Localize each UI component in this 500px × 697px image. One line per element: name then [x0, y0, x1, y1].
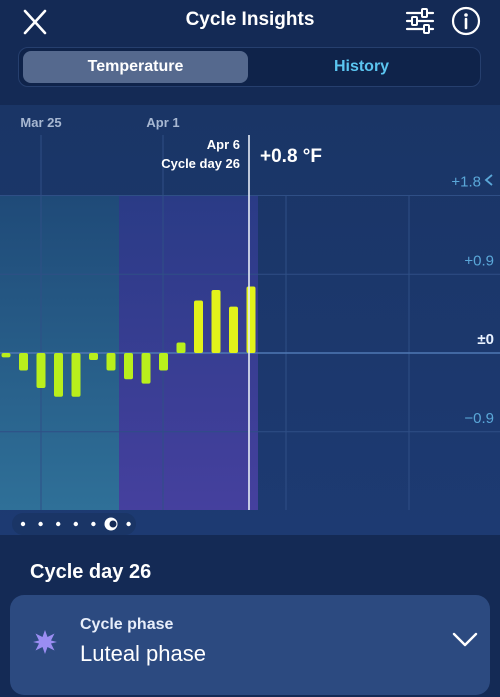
close-icon[interactable] [20, 8, 50, 36]
temperature-bar[interactable] [71, 353, 81, 397]
temperature-bar[interactable] [19, 353, 28, 371]
page-dot[interactable] [56, 521, 61, 527]
cycle-phase-label: Cycle phase [80, 616, 174, 633]
temperature-bar[interactable] [36, 353, 46, 388]
temperature-bar[interactable] [54, 353, 63, 397]
temperature-bar[interactable] [124, 353, 133, 380]
selected-cycle-day: Cycle day 26 [161, 156, 240, 171]
cycle-day-heading: Cycle day 26 [30, 561, 152, 583]
y-tick-label: +0.9 [464, 252, 494, 269]
info-icon[interactable] [451, 6, 481, 36]
cycle-phase-value: Luteal phase [80, 641, 206, 666]
temperature-chart[interactable]: Mar 25 Apr 1 +1.8 +0.9 ±0 −0.9 Apr 6 Cycle … [0, 105, 500, 535]
temperature-bar[interactable] [211, 290, 221, 353]
sun-burst-icon [33, 630, 57, 654]
moon-icon [109, 520, 117, 528]
temperature-bar[interactable] [194, 300, 203, 354]
temperature-bar[interactable] [1, 353, 11, 358]
page-dot[interactable] [126, 521, 131, 527]
page-indicator [12, 513, 136, 535]
page-dot[interactable] [73, 521, 79, 527]
y-tick-label: −0.9 [464, 410, 494, 427]
y-tick-label: ±0 [477, 331, 494, 348]
temperature-bar[interactable] [159, 353, 168, 371]
segmented-control: Temperature History [18, 47, 481, 87]
page-title: Cycle Insights [185, 9, 315, 30]
selected-temperature-value: +0.8 °F [260, 146, 322, 167]
x-tick-label: Apr 1 [146, 115, 179, 130]
temperature-bar[interactable] [176, 342, 186, 354]
temperature-bar[interactable] [229, 306, 238, 353]
header: Cycle Insights [0, 0, 500, 44]
temperature-bar[interactable] [106, 353, 116, 371]
page-dot[interactable] [38, 521, 43, 527]
tab-temperature[interactable]: Temperature [23, 51, 248, 83]
chevron-left-icon[interactable] [484, 174, 493, 186]
temperature-bar[interactable] [141, 353, 151, 384]
selected-date: Apr 6 [207, 137, 240, 152]
tab-history[interactable]: History [333, 58, 390, 75]
sliders-icon[interactable] [404, 6, 436, 36]
cycle-phase-card[interactable]: Cycle phase Luteal phase [10, 595, 490, 695]
y-tick-label: +1.8 [451, 174, 481, 191]
chevron-down-icon[interactable] [450, 629, 480, 649]
page-dot[interactable] [91, 521, 96, 527]
temperature-bar[interactable] [246, 286, 256, 354]
temperature-bar[interactable] [89, 353, 98, 360]
x-tick-label: Mar 25 [20, 115, 61, 130]
page-dot[interactable] [20, 521, 26, 527]
